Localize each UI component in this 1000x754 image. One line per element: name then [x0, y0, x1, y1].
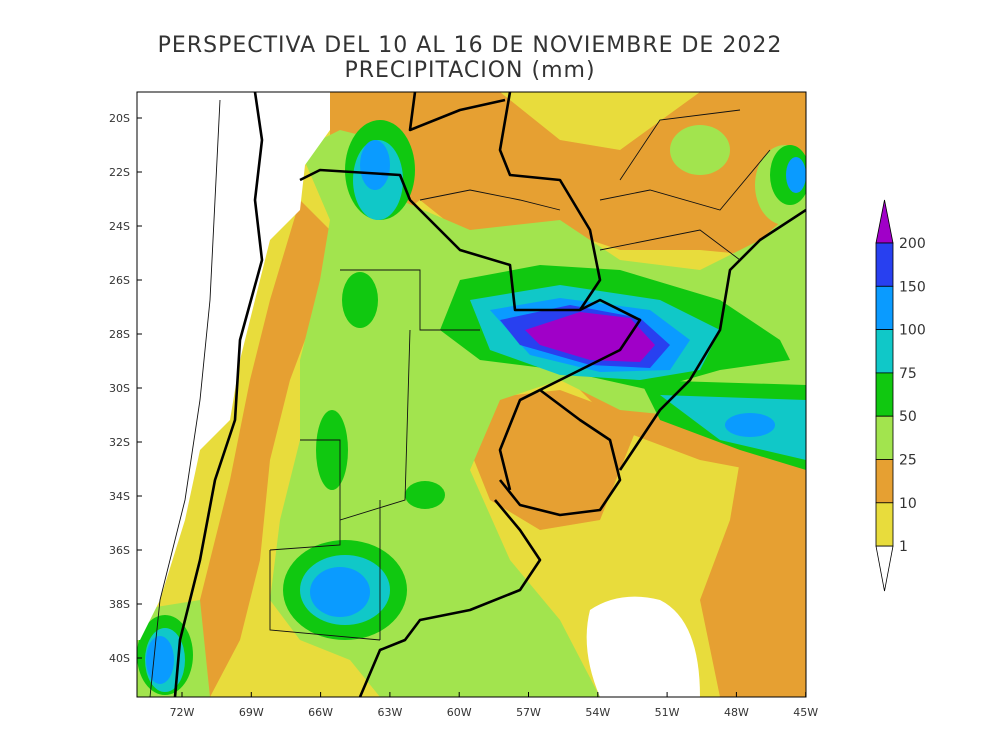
lon-label: 60W — [447, 706, 472, 719]
colorbar-cap — [875, 545, 894, 592]
lon-label: 48W — [724, 706, 749, 719]
colorbar-label: 75 — [899, 366, 917, 382]
subtitle: PRECIPITACION (mm) — [344, 58, 595, 83]
colorbar-segment — [875, 242, 894, 287]
lon-label: 63W — [377, 706, 402, 719]
colorbar-segment — [875, 415, 894, 460]
lat-label: 28S — [109, 328, 130, 341]
colorbar-label: 25 — [899, 453, 917, 469]
lat-label: 38S — [109, 598, 130, 611]
lat-label: 22S — [109, 166, 130, 179]
colorbar-label: 1 — [899, 539, 908, 555]
lon-label: 72W — [170, 706, 195, 719]
map-frame — [136, 91, 807, 698]
lon-label: 57W — [516, 706, 541, 719]
colorbar-segment — [875, 329, 894, 374]
lat-label: 24S — [109, 220, 130, 233]
colorbar-segment — [875, 372, 894, 417]
colorbar-label: 200 — [899, 236, 926, 252]
lat-label: 40S — [109, 652, 130, 665]
lat-label: 30S — [109, 382, 130, 395]
lat-label: 32S — [109, 436, 130, 449]
lon-label: 54W — [585, 706, 610, 719]
colorbar-label: 10 — [899, 496, 917, 512]
borders — [149, 92, 806, 697]
lon-label: 69W — [239, 706, 264, 719]
lat-label: 20S — [109, 112, 130, 125]
colorbar-cap — [875, 199, 894, 244]
lon-label: 66W — [308, 706, 333, 719]
lon-label: 51W — [655, 706, 680, 719]
lat-label: 36S — [109, 544, 130, 557]
colorbar-label: 50 — [899, 409, 917, 425]
precip-field — [137, 92, 806, 697]
lat-label: 34S — [109, 490, 130, 503]
colorbar-segment — [875, 459, 894, 504]
colorbar-label: 100 — [899, 323, 926, 339]
colorbar-label: 150 — [899, 279, 926, 295]
lon-label: 45W — [793, 706, 818, 719]
title: PERSPECTIVA DEL 10 AL 16 DE NOVIEMBRE DE… — [158, 33, 783, 58]
colorbar-segment — [875, 502, 894, 547]
colorbar-segment — [875, 285, 894, 330]
lat-label: 26S — [109, 274, 130, 287]
